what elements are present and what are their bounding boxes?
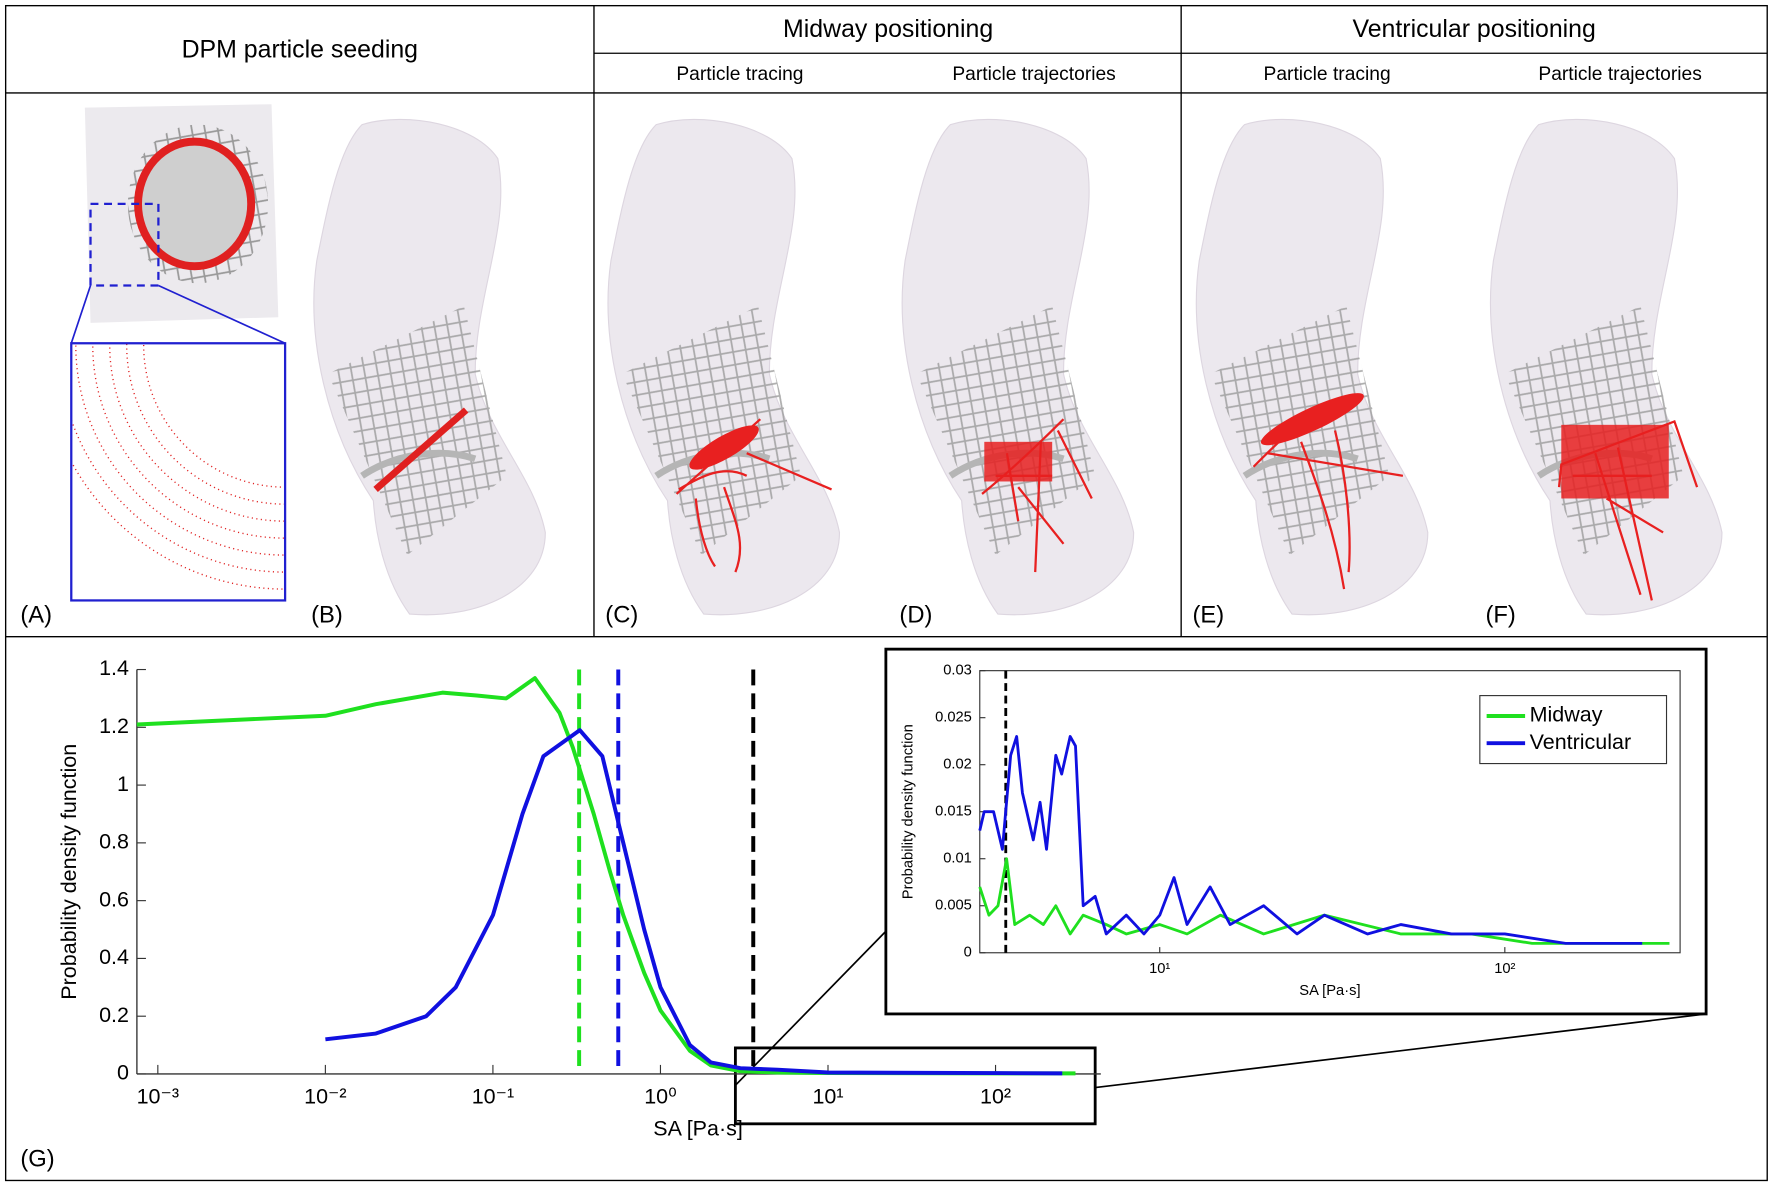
x-tick-label: 10⁻²: [304, 1084, 346, 1108]
zoom-line: [158, 284, 286, 345]
x-tick-label: 10²: [980, 1084, 1011, 1108]
panel-header: DPM particle seeding: [182, 36, 418, 64]
particle-clusters: [689, 393, 1669, 499]
legend-box: [1479, 695, 1668, 765]
plot: 0 0.005 0.01 0.015 0.02 0.025 0.03 10¹ 10² SA [Pa…: [900, 663, 1681, 999]
x-tick-label: 10⁰: [644, 1084, 677, 1108]
panel-header: Midway positioning: [783, 15, 993, 43]
y-tick-label: 1.2: [99, 714, 129, 738]
zoom-connector: [1095, 1013, 1707, 1089]
zoom-box: [733, 1046, 1097, 1126]
panel-label: (D): [899, 602, 932, 629]
y-tick-label: 0.015: [935, 804, 972, 820]
series-line: [978, 735, 1643, 945]
panel-label: (B): [311, 602, 343, 629]
x-tick-label: 10⁻³: [137, 1084, 179, 1108]
y-tick-label: 0: [117, 1061, 129, 1085]
panel-label: (G): [20, 1145, 54, 1172]
grid-frame: [5, 5, 1768, 638]
y-tick-label: 0.005: [935, 898, 972, 914]
x-tick-label: 10¹: [812, 1084, 843, 1108]
y-tick-label: 0.2: [99, 1003, 129, 1027]
zoom-marker: [89, 202, 160, 287]
y-tick-label: 0.8: [99, 830, 129, 854]
x-tick-label: 10⁻¹: [472, 1084, 514, 1108]
x-axis-label: SA [Pa·s]: [653, 1117, 743, 1141]
y-tick-label: 1: [117, 772, 129, 796]
y-tick-label: 0.01: [943, 851, 972, 867]
x-tick-label: 10¹: [1149, 961, 1170, 977]
panel-subheader: Particle tracing: [676, 64, 803, 85]
y-tick-label: 0.02: [943, 757, 972, 773]
series-line: [325, 728, 1063, 1076]
legend-label: Midway: [1530, 703, 1603, 727]
seed-plane: [373, 407, 469, 492]
y-axis-label: Probability density function: [900, 724, 916, 899]
y-tick-label: 0: [964, 945, 972, 961]
y-tick-label: 0.6: [99, 887, 129, 911]
zoom-box: [70, 342, 287, 602]
panel-header: Ventricular positioning: [1353, 15, 1596, 43]
series-line: [136, 676, 1076, 1076]
panel-subheader: Particle trajectories: [952, 64, 1115, 85]
series-line: [978, 857, 1670, 945]
panel-subheader: Particle tracing: [1264, 64, 1391, 85]
x-tick-label: 10²: [1494, 961, 1515, 977]
x-axis-label: SA [Pa·s]: [1299, 983, 1360, 999]
zoom-connector: [734, 930, 887, 1086]
y-tick-label: 0.4: [99, 945, 129, 969]
y-tick-label: 0.025: [935, 710, 972, 726]
valve-ring: [134, 137, 256, 271]
y-axis-label: Probability density function: [57, 744, 81, 1000]
panel-subheader: Particle trajectories: [1538, 64, 1701, 85]
panel-label: (E): [1192, 602, 1224, 629]
zoom-line: [70, 285, 92, 344]
plot: 0 0.2 0.4 0.6 0.8 1 1.2 1.4 10⁻³ 10⁻² 10⁻¹ 10⁰ 10¹ 10…: [57, 656, 1101, 1141]
panel-label: (A): [20, 602, 52, 629]
seed-points: [71, 343, 286, 590]
panel-label: (C): [605, 602, 638, 629]
panel-images: [70, 104, 1722, 615]
panel-label: (F): [1485, 602, 1515, 629]
legend-label: Ventricular: [1530, 730, 1632, 754]
y-tick-label: 0.03: [943, 663, 972, 679]
y-tick-label: 1.4: [99, 656, 129, 680]
